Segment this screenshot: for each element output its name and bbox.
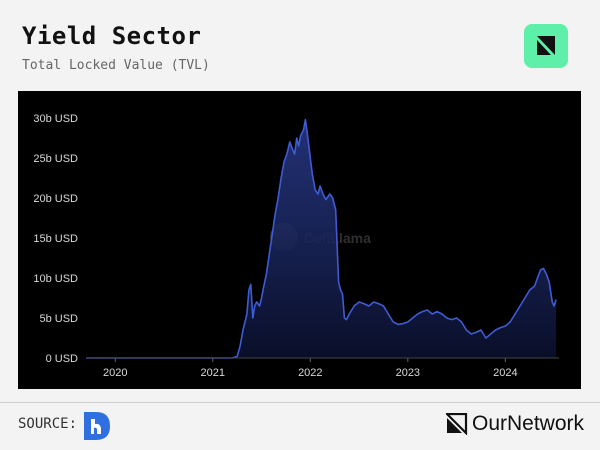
x-tick-label: 2022 [298, 367, 322, 379]
defillama-logo-icon [82, 410, 112, 446]
y-tick-label: 10b USD [33, 273, 78, 285]
y-tick-label: 30b USD [33, 113, 78, 125]
chart-subtitle: Total Locked Value (TVL) [22, 58, 210, 73]
y-tick-label: 15b USD [33, 233, 78, 245]
x-tick-label: 2021 [201, 367, 225, 379]
y-tick-label: 5b USD [39, 313, 78, 325]
ournetwork-text: OurNetwork [472, 412, 585, 435]
x-tick-label: 2024 [493, 367, 517, 379]
tvl-line [86, 118, 557, 359]
x-tick-label: 2020 [103, 367, 127, 379]
y-tick-label: 25b USD [33, 153, 78, 165]
chart-area: DefiLlama 0 USD 5b USD 10b USD 15b USD 20b U… [18, 91, 581, 389]
ournetwork-logo-icon [446, 413, 468, 435]
tvl-area [86, 119, 557, 358]
y-tick-label: 0 USD [46, 353, 78, 365]
chart-title: Yield Sector [22, 22, 202, 50]
source-label: SOURCE: [18, 416, 78, 432]
ournetwork-badge-icon [524, 24, 568, 68]
footer-divider [0, 402, 600, 403]
ournetwork-brand: OurNetwork [446, 412, 584, 436]
y-tick-label: 20b USD [33, 193, 78, 205]
x-tick-label: 2023 [396, 367, 420, 379]
